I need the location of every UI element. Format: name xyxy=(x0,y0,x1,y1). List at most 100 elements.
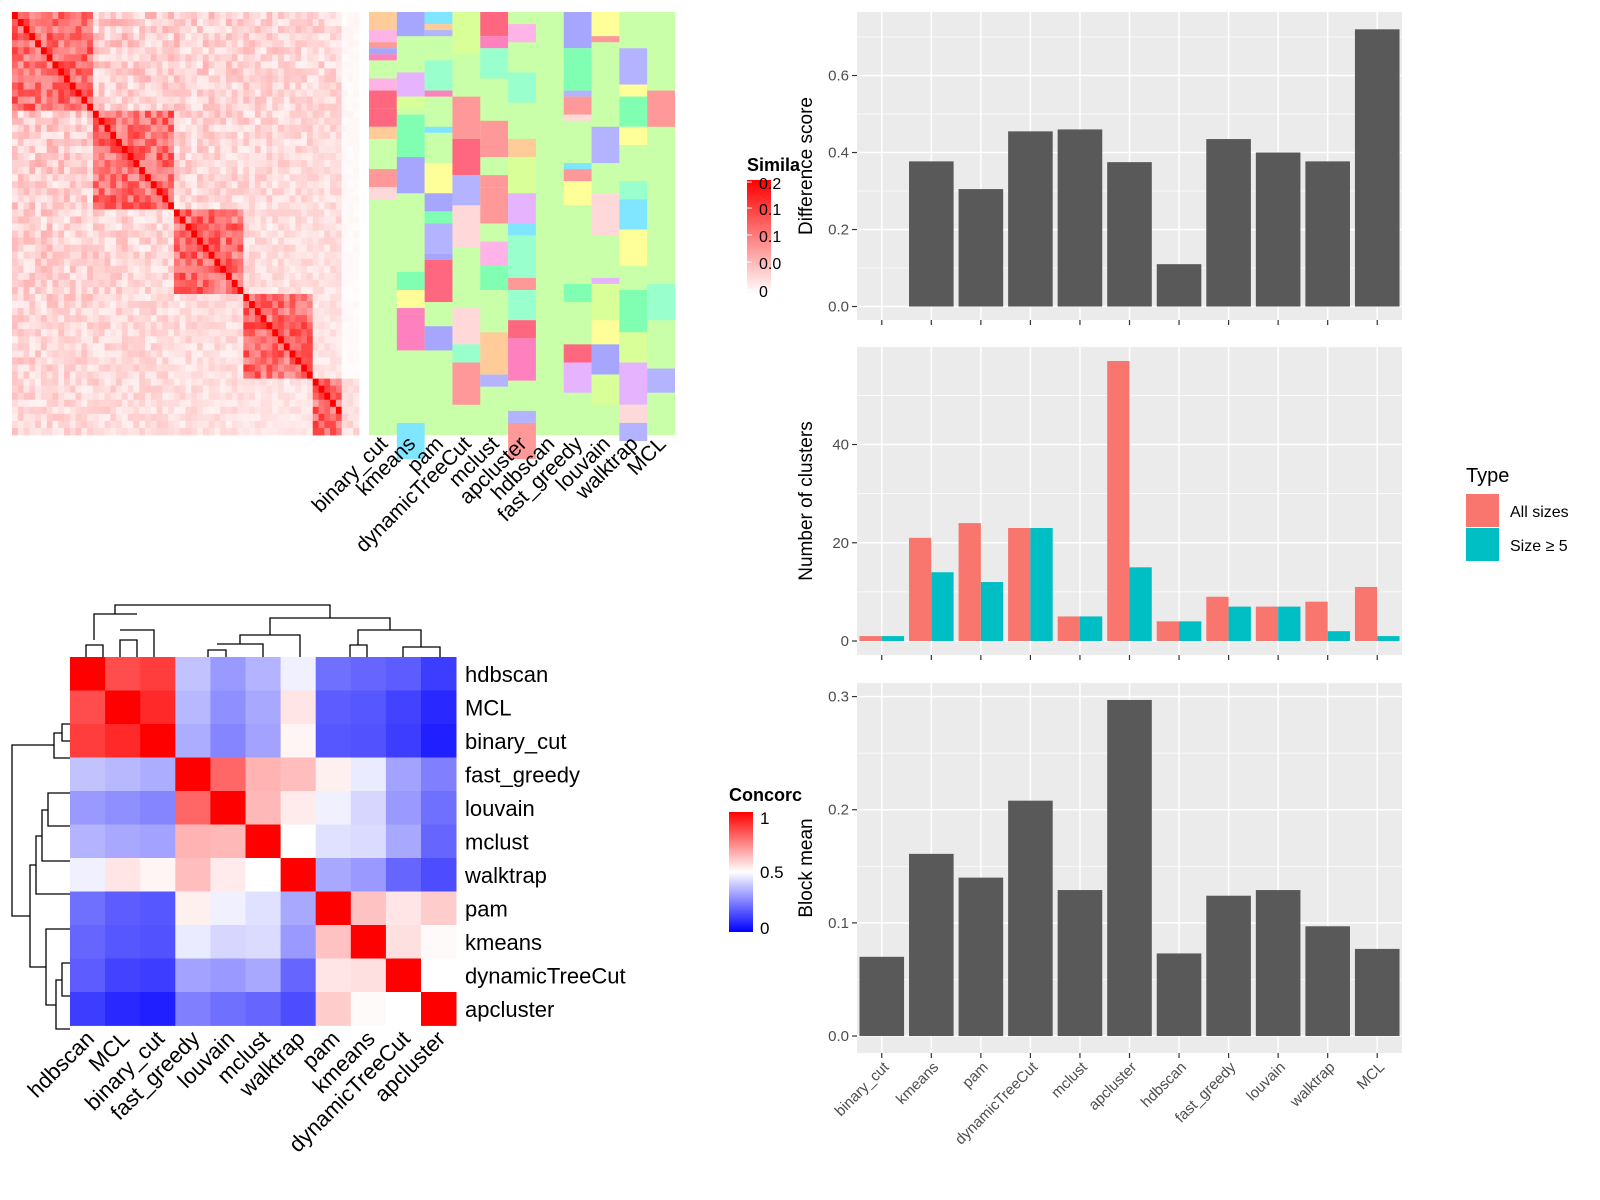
similarity-cell xyxy=(295,153,302,161)
similarity-cell xyxy=(69,26,77,34)
similarity-cell xyxy=(185,124,192,133)
similarity-cell xyxy=(306,399,314,408)
similarity-cell xyxy=(341,103,348,112)
similarity-cell xyxy=(266,19,273,27)
similarity-cell xyxy=(104,329,111,337)
similarity-cell xyxy=(254,89,262,97)
similarity-cell xyxy=(110,188,117,196)
similarity-cell xyxy=(168,40,175,48)
similarity-cell xyxy=(312,40,319,48)
similarity-cell xyxy=(278,82,285,90)
similarity-cell xyxy=(12,33,19,41)
similarity-cell xyxy=(98,237,105,246)
similarity-cell xyxy=(40,195,48,203)
similarity-cell xyxy=(75,378,82,387)
concordance-cell xyxy=(421,925,457,959)
similarity-cell xyxy=(179,230,186,238)
similarity-cell xyxy=(330,33,337,41)
similarity-cell xyxy=(179,279,186,288)
concordance-row-labels: hdbscanMCLbinary_cutfast_greedylouvainmc… xyxy=(464,662,626,1022)
similarity-cell xyxy=(23,279,30,288)
similarity-cell xyxy=(324,399,331,408)
similarity-cell xyxy=(306,19,314,27)
similarity-cell xyxy=(347,385,354,394)
similarity-cell xyxy=(127,181,134,189)
concordance-cell xyxy=(245,757,281,792)
similarity-cell xyxy=(145,308,152,316)
similarity-cell xyxy=(278,301,285,309)
similarity-cell xyxy=(116,96,123,105)
similarity-cell xyxy=(64,378,71,387)
similarity-cell xyxy=(87,420,94,429)
similarity-cell xyxy=(318,131,325,140)
similarity-cell xyxy=(347,145,354,154)
similarity-cell xyxy=(110,322,117,330)
similarity-cell xyxy=(116,230,123,238)
similarity-cell xyxy=(12,364,19,372)
similarity-cell xyxy=(110,427,117,436)
similarity-cell xyxy=(139,301,146,309)
similarity-cell xyxy=(40,258,48,267)
similarity-cell xyxy=(301,357,308,365)
similarity-cell xyxy=(139,47,146,55)
similarity-cell xyxy=(110,336,117,344)
similarity-cell xyxy=(23,167,30,175)
similarity-cell xyxy=(214,406,221,415)
similarity-cell xyxy=(17,258,24,267)
similarity-cell xyxy=(116,181,123,189)
similarity-cell xyxy=(278,392,285,401)
similarity-cell xyxy=(225,75,233,83)
similarity-cell xyxy=(330,19,337,27)
similarity-cell xyxy=(272,357,279,365)
similarity-cell xyxy=(243,195,250,203)
similarity-cell xyxy=(127,322,134,330)
similarity-cell xyxy=(197,364,204,372)
similarity-cell xyxy=(347,413,354,422)
similarity-cell xyxy=(104,209,111,217)
similarity-cell xyxy=(312,223,319,231)
similarity-cell xyxy=(202,357,210,365)
similarity-cell xyxy=(324,420,331,429)
similarity-cell xyxy=(75,145,82,154)
similarity-cell xyxy=(330,61,337,69)
similarity-cell xyxy=(40,89,48,97)
cluster-assignment-segment xyxy=(508,223,536,236)
similarity-cell xyxy=(133,343,140,351)
similarity-cell xyxy=(225,26,233,34)
similarity-cell xyxy=(116,329,123,337)
x-category-label: dynamicTreeCut xyxy=(952,1058,1042,1148)
similarity-cell xyxy=(121,343,129,351)
similarity-cell xyxy=(272,68,279,76)
similarity-cell xyxy=(127,153,134,161)
similarity-cell xyxy=(197,371,204,379)
similarity-cell xyxy=(306,174,314,182)
similarity-cell xyxy=(179,82,186,90)
similarity-cell xyxy=(318,343,325,351)
similarity-cell xyxy=(75,68,82,76)
similarity-cell xyxy=(335,110,343,119)
similarity-cell xyxy=(202,160,210,168)
similarity-cell xyxy=(249,110,256,119)
similarity-cell xyxy=(353,216,360,224)
similarity-cell xyxy=(52,124,59,133)
similarity-cell xyxy=(330,68,337,76)
similarity-cell xyxy=(295,82,302,90)
concordance-cell xyxy=(105,858,141,892)
similarity-cell xyxy=(110,19,117,27)
similarity-cell xyxy=(197,279,204,288)
similarity-cell xyxy=(243,47,250,55)
similarity-cell xyxy=(145,322,152,330)
similarity-cell xyxy=(202,174,210,182)
similarity-cell xyxy=(162,174,169,182)
similarity-cell xyxy=(260,237,267,246)
similarity-cell xyxy=(81,251,88,260)
similarity-cell xyxy=(231,279,238,288)
similarity-cell xyxy=(69,68,77,76)
concordance-cell xyxy=(210,757,246,792)
similarity-cell xyxy=(121,301,129,309)
similarity-cell xyxy=(335,251,343,260)
similarity-cell xyxy=(312,160,319,168)
similarity-cell xyxy=(69,223,77,231)
similarity-cell xyxy=(318,75,325,83)
similarity-cell xyxy=(330,216,337,224)
